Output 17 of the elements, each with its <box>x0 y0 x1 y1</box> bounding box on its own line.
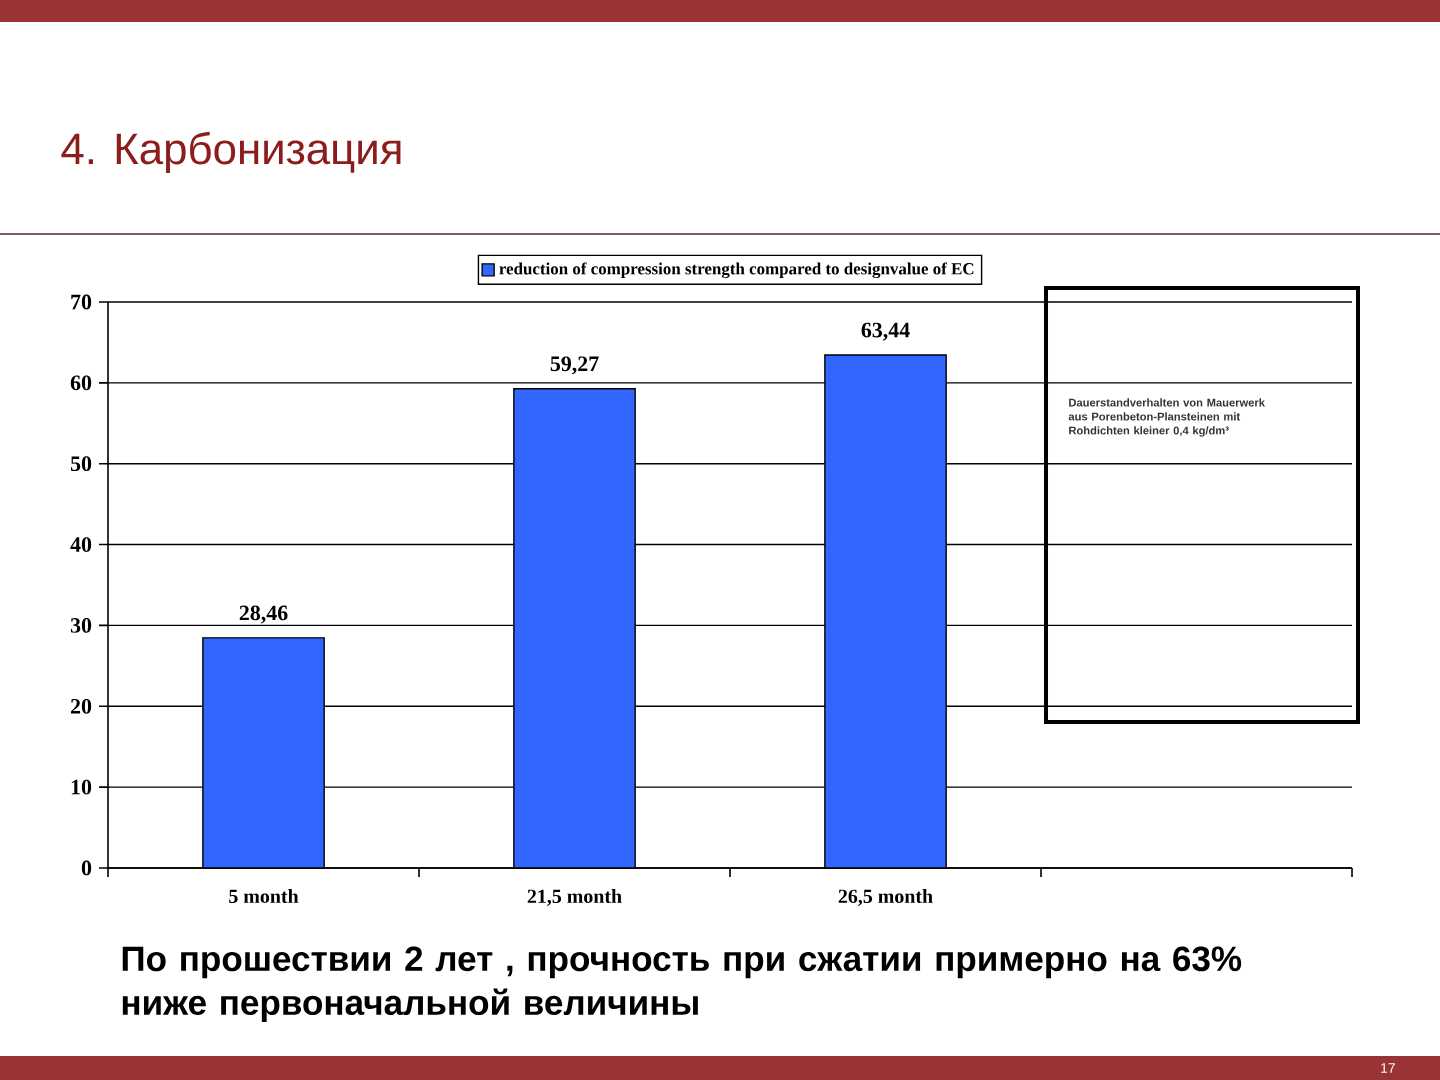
y-tick-label: 20 <box>70 698 92 714</box>
legend-label: reduction of compression strength compared to designvalue of EC <box>499 262 974 279</box>
y-tick-label: 50 <box>70 456 92 472</box>
chart-title: 4. Карбонизация <box>61 131 401 174</box>
y-tick-label: 70 <box>71 294 92 310</box>
data-label: 59,27 <box>550 356 599 375</box>
y-tick-label: 40 <box>70 537 92 552</box>
data-label: 28,46 <box>239 605 288 624</box>
y-tick-label: 30 <box>70 618 92 633</box>
text: По прошествии 2 лет , прочность при сжатии примерно на 63% ниже первоначальной величины <box>122 946 1242 1022</box>
y-tick-label: 10 <box>71 779 92 795</box>
data-label: 63,44 <box>861 322 910 341</box>
y-tick-label: 0 <box>81 860 92 876</box>
x-tick-label: 26,5 month <box>838 888 933 906</box>
x-tick-label: 21,5 month <box>527 888 622 906</box>
y-tick-label: 60 <box>70 375 92 391</box>
x-tick-label: 5 month <box>229 888 299 904</box>
